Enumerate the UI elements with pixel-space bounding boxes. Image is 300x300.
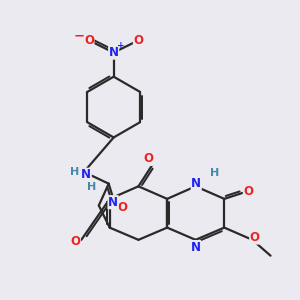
Text: O: O [118, 201, 128, 214]
Text: N: N [108, 196, 118, 209]
Text: −: − [74, 29, 85, 42]
Text: H: H [210, 168, 219, 178]
Text: O: O [70, 235, 80, 248]
Text: O: O [143, 152, 153, 165]
Text: N: N [190, 241, 201, 254]
Text: H: H [70, 167, 80, 178]
Text: O: O [84, 34, 94, 47]
Text: O: O [250, 231, 260, 244]
Text: +: + [117, 41, 125, 50]
Text: H: H [87, 182, 96, 192]
Text: N: N [109, 46, 119, 59]
Text: O: O [243, 185, 254, 198]
Text: N: N [81, 168, 91, 181]
Text: N: N [191, 176, 201, 190]
Text: O: O [134, 34, 143, 47]
